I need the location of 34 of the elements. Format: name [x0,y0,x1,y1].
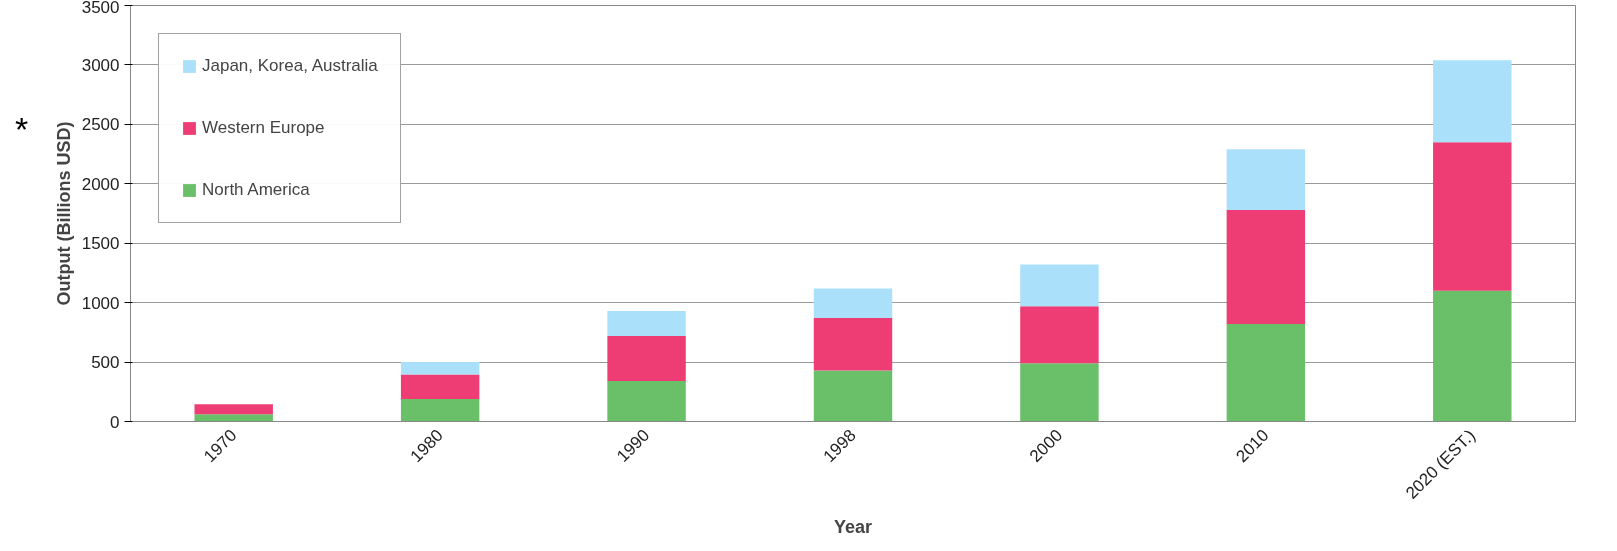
y-tick-label: 2000 [81,174,120,194]
bar [607,335,686,382]
y-tick-label: 3000 [81,55,120,75]
y-tick-label: 0 [110,412,120,432]
bar [400,362,480,375]
bar [400,398,480,422]
y-axis-title: Output (Billions USD) [53,121,74,306]
legend-label: Japan, Korea, Australia [202,56,378,76]
y-tick-label: 500 [91,353,120,373]
bar [1433,142,1512,291]
bar [607,381,686,422]
bar [1433,290,1512,422]
y-tick-label: 1000 [81,293,120,313]
bar [813,370,893,422]
bar [1020,306,1099,364]
bar [1020,363,1099,422]
text: * [15,109,29,150]
bar [813,318,893,371]
y-tick-label: 1500 [81,234,120,254]
x-axis-title: Year [833,517,873,538]
bar [607,310,686,336]
bar [1226,209,1306,325]
bar [1226,324,1306,422]
bar [1020,264,1099,307]
y-tick-label: 3500 [81,0,120,17]
bar [194,414,273,422]
bar [194,404,273,415]
legend-label: North America [202,180,310,200]
bar [400,374,480,399]
legend-label: Western Europe [202,118,325,138]
bar [813,288,893,319]
bar [1226,149,1306,210]
y-tick-label: 2500 [81,115,120,135]
bar [1433,60,1512,143]
